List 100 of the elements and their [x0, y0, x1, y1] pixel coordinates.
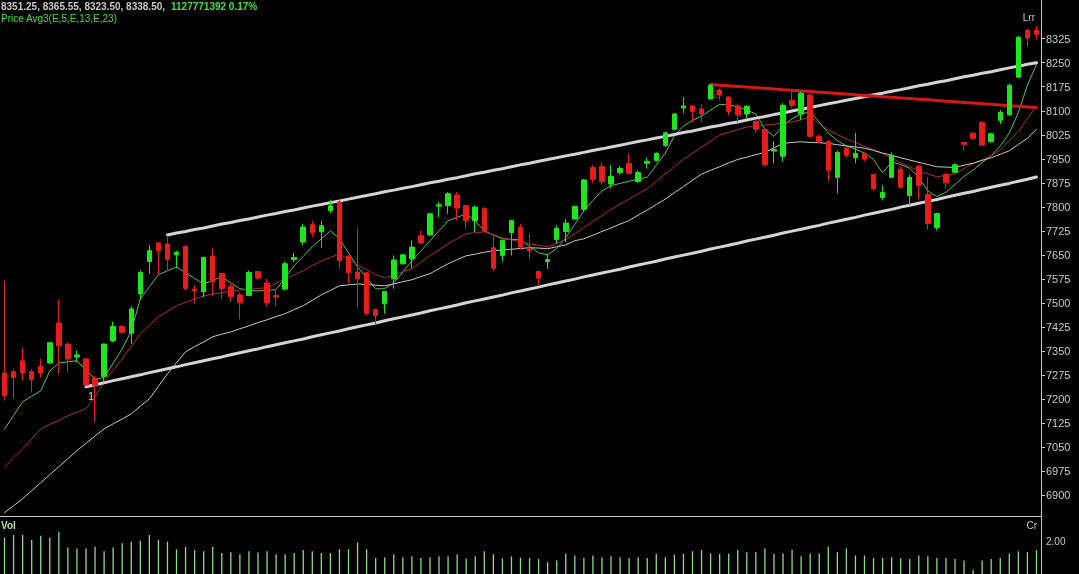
- candlestick: [228, 283, 234, 303]
- candlestick: [690, 104, 695, 123]
- candlestick: [47, 341, 53, 365]
- chart-title: 8351.25, 8365.55, 8323.50, 8338.50,: [1, 0, 166, 12]
- y-tick-label: 7125: [1046, 416, 1071, 429]
- candlestick: [38, 358, 43, 378]
- y-tick-label: 7500: [1046, 296, 1071, 309]
- candlestick: [300, 223, 306, 246]
- candlestick: [916, 164, 922, 200]
- candlestick: [717, 87, 722, 101]
- candlestick: [409, 239, 415, 269]
- candlestick: [907, 173, 912, 207]
- candlestick: [509, 219, 514, 256]
- candlestick: [282, 261, 288, 292]
- y-tick-label: 7800: [1046, 200, 1071, 213]
- candlestick: [382, 290, 387, 315]
- candlestick: [138, 269, 143, 301]
- line-series: [4, 128, 1037, 513]
- y-tick-label: 7350: [1046, 344, 1071, 357]
- candlestick: [554, 224, 559, 245]
- annotation: Lrr: [1022, 11, 1036, 23]
- candlestick: [726, 95, 731, 116]
- candlestick: [644, 157, 650, 169]
- y-tick-label: 7575: [1046, 272, 1071, 285]
- candlestick: [210, 247, 215, 296]
- candlestick: [119, 324, 125, 335]
- candlestick: [681, 96, 686, 114]
- candlestick: [246, 269, 252, 297]
- candlestick: [798, 91, 804, 121]
- y-tick-label: 7650: [1046, 248, 1071, 261]
- y-tick-label: 7950: [1046, 152, 1071, 165]
- candlestick: [816, 133, 822, 144]
- candlestick: [500, 239, 505, 263]
- candlestick: [744, 104, 750, 119]
- candlestick: [192, 285, 197, 305]
- y-tick-label: 7200: [1046, 392, 1071, 405]
- candlestick: [29, 368, 34, 393]
- candlestick: [880, 184, 885, 201]
- candlestick: [708, 84, 713, 101]
- candlestick: [463, 204, 469, 230]
- candlestick: [1007, 83, 1012, 117]
- candlestick: [237, 292, 243, 320]
- y-tick-label: 8325: [1046, 32, 1071, 45]
- candlestick: [337, 199, 342, 270]
- candlestick: [925, 176, 931, 231]
- candlestick: [771, 140, 777, 164]
- candlestick: [482, 206, 487, 233]
- candlestick: [174, 250, 179, 269]
- candlestick: [998, 109, 1003, 125]
- candlestick: [581, 178, 587, 213]
- candlestick: [436, 201, 442, 218]
- candlestick: [952, 162, 958, 174]
- line-series: [709, 83, 1038, 110]
- y-tick-label: 8250: [1046, 56, 1071, 69]
- chart-title: Vol: [1, 519, 17, 531]
- candlestick: [853, 132, 858, 164]
- candlestick: [427, 212, 433, 237]
- candlestick: [355, 226, 360, 308]
- y-tick-label: 7050: [1046, 440, 1071, 453]
- y-tick-label: 8025: [1046, 128, 1071, 141]
- candlestick: [183, 245, 188, 292]
- candlestick: [572, 205, 578, 221]
- candlestick: [635, 169, 641, 184]
- line-series: [4, 64, 1037, 430]
- candlestick: [255, 270, 261, 280]
- chart-subtitle: 1127771392 0.17%: [171, 0, 258, 12]
- candlestick: [807, 93, 813, 138]
- candlestick: [65, 341, 71, 373]
- candlestick: [20, 346, 25, 382]
- y-tick-label: 7275: [1046, 368, 1071, 381]
- candlestick: [898, 165, 903, 190]
- y-axis-title: Cr: [1026, 519, 1038, 531]
- annotation: Price Avg3(E,5,E,13,E,23): [1, 12, 117, 24]
- candlestick: [156, 241, 161, 276]
- candlestick: [1025, 28, 1030, 48]
- candlestick: [2, 279, 7, 401]
- candlestick: [56, 299, 62, 375]
- y-tick-label: 6975: [1046, 464, 1071, 477]
- candlestick: [491, 235, 496, 272]
- candlestick: [400, 253, 406, 265]
- candlestick: [101, 342, 107, 384]
- candlestick: [835, 149, 840, 194]
- candlestick: [943, 172, 949, 190]
- candlestick: [1016, 35, 1021, 79]
- candlestick: [273, 288, 279, 307]
- candlestick: [979, 120, 985, 147]
- candlestick: [219, 272, 225, 300]
- candlestick: [165, 235, 170, 271]
- candlestick: [735, 102, 741, 123]
- y-tick-label: 8175: [1046, 80, 1071, 93]
- candlestick: [699, 103, 704, 123]
- text: 2.00: [1046, 535, 1066, 547]
- candlestick: [264, 278, 270, 307]
- candlestick: [563, 218, 569, 243]
- candlestick: [472, 205, 478, 233]
- candlestick: [961, 141, 967, 152]
- candlestick: [871, 173, 876, 192]
- candlestick: [599, 161, 605, 185]
- candlestick: [373, 307, 378, 325]
- candlestick: [310, 220, 315, 238]
